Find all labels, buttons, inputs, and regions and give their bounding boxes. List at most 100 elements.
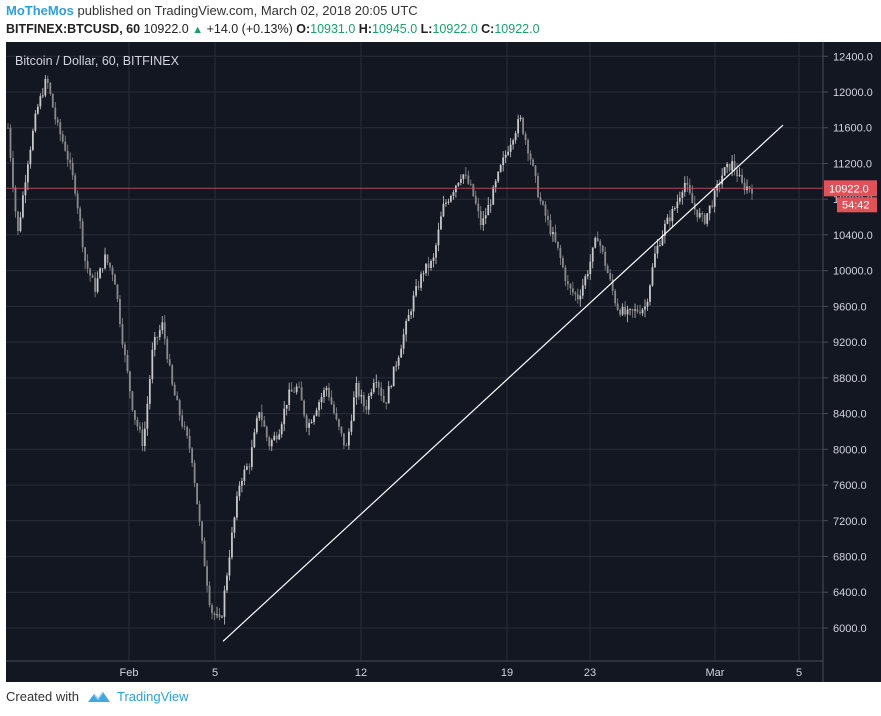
candle-body — [527, 140, 529, 154]
candle-body — [487, 204, 490, 216]
publish-info: MoTheMos published on TradingView.com, M… — [6, 3, 418, 18]
candle-body — [191, 448, 194, 464]
high-value: 10945.0 — [372, 22, 418, 36]
candle-body — [146, 403, 149, 429]
candle-body — [9, 127, 12, 159]
candle-body — [44, 78, 47, 96]
candle-body — [437, 229, 440, 246]
candle-body — [509, 144, 512, 152]
y-tick-label: 12000.0 — [833, 87, 873, 99]
candle-body — [581, 285, 584, 296]
y-tick-label: 7600.0 — [833, 480, 867, 492]
up-triangle-icon: ▲ — [192, 24, 204, 36]
trendline[interactable] — [222, 124, 784, 642]
candle-body — [661, 235, 664, 246]
candle-body — [569, 284, 572, 289]
candle-body — [61, 134, 64, 142]
candle-body — [554, 232, 557, 242]
candle-body — [524, 133, 527, 141]
candle-body — [156, 337, 159, 338]
last-price-label: 10922.0 — [829, 183, 869, 195]
chart-legend: Bitcoin / Dollar, 60, BITFINEX — [15, 54, 180, 68]
candle-body — [17, 211, 19, 232]
candle-body — [751, 189, 753, 194]
candle-body — [711, 205, 714, 207]
candle-body — [91, 275, 94, 278]
candle-body — [340, 426, 343, 434]
candle-body — [350, 420, 353, 432]
candle-body — [59, 122, 62, 135]
author-link[interactable]: MoTheMos — [6, 3, 74, 18]
candle-body — [158, 330, 161, 338]
candle-body — [467, 175, 470, 184]
tradingview-link[interactable]: TradingView — [116, 689, 189, 704]
candle-body — [497, 171, 500, 182]
candle-body — [601, 245, 604, 252]
candle-body — [731, 161, 733, 171]
candle-body — [308, 423, 310, 428]
candle-body — [631, 309, 634, 311]
price-chart[interactable]: 12400.012000.011600.011200.010800.010400… — [0, 42, 881, 682]
candle-body — [402, 334, 405, 349]
candle-body — [153, 337, 156, 350]
candle-body — [263, 420, 266, 427]
candle-body — [343, 433, 345, 446]
candle-body — [188, 435, 191, 449]
candle-body — [51, 93, 54, 108]
candle-body — [19, 217, 22, 232]
low-value: 10922.0 — [432, 22, 478, 36]
x-tick-label: Mar — [706, 667, 725, 679]
candle-body — [300, 387, 303, 401]
grid-lines — [6, 42, 823, 661]
candle-body — [664, 223, 666, 236]
candle-body — [425, 263, 427, 274]
candle-body — [288, 389, 291, 405]
candle-body — [651, 267, 654, 286]
candle-body — [278, 434, 281, 440]
candle-body — [136, 419, 139, 427]
x-tick-label: 12 — [355, 667, 367, 679]
candle-body — [604, 251, 607, 266]
candle-body — [268, 437, 271, 447]
candle-body — [681, 192, 684, 198]
candle-body — [696, 209, 699, 218]
candle-body — [109, 262, 111, 268]
price-axis-background — [823, 42, 881, 682]
y-tick-label: 12400.0 — [833, 51, 873, 63]
candle-body — [231, 532, 233, 558]
candle-body — [636, 309, 639, 312]
candle-body — [54, 107, 57, 120]
candle-body — [484, 215, 487, 219]
candle-body — [472, 184, 475, 197]
candle-body — [430, 260, 432, 268]
candle-body — [243, 469, 246, 481]
candle-body — [452, 192, 455, 196]
publish-text: published on TradingView.com, March 02, … — [77, 3, 418, 18]
candle-body — [7, 127, 9, 129]
candle-body — [24, 182, 27, 196]
candle-body — [713, 190, 716, 207]
candle-body — [22, 195, 24, 218]
candle-body — [576, 294, 579, 300]
candle-body — [89, 268, 92, 276]
candle-body — [347, 431, 350, 446]
candle-body — [12, 158, 14, 188]
x-tick-label: 23 — [584, 667, 596, 679]
candle-body — [688, 184, 691, 194]
candle-body — [594, 237, 597, 248]
candle-body — [270, 440, 273, 447]
candle-body — [362, 395, 365, 407]
candle-body — [295, 386, 298, 393]
low-label: L: — [420, 22, 433, 36]
candle-body — [318, 402, 320, 411]
plot-background — [6, 42, 823, 682]
candle-body — [708, 205, 711, 214]
candle-body — [240, 480, 243, 486]
candle-body — [201, 521, 203, 541]
candle-body — [148, 379, 151, 404]
candle-body — [226, 575, 228, 591]
high-label: H: — [358, 22, 372, 36]
candle-body — [273, 435, 276, 441]
candle-body — [469, 183, 472, 185]
candle-body — [99, 268, 101, 279]
